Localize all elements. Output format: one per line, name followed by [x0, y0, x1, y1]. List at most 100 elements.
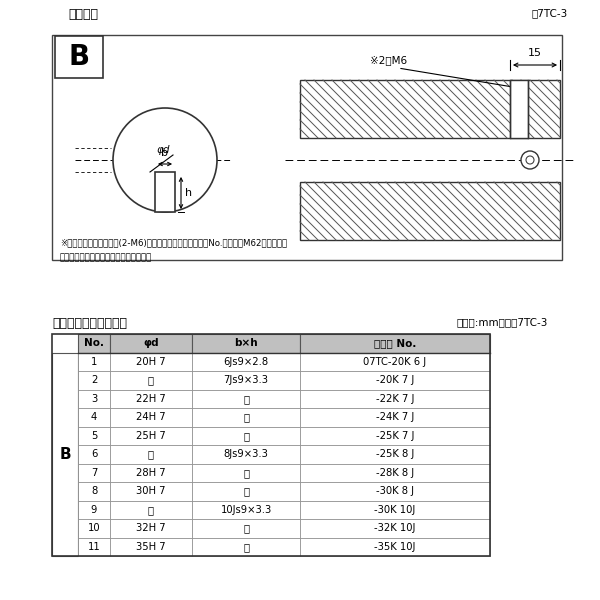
- Text: 〃: 〃: [148, 375, 154, 385]
- Text: 20H 7: 20H 7: [136, 357, 166, 367]
- Bar: [300, 371, 490, 389]
- Text: 2: 2: [91, 375, 97, 385]
- Text: 7Js9×3.3: 7Js9×3.3: [223, 375, 269, 385]
- Text: 5: 5: [91, 431, 97, 441]
- Bar: [192, 389, 300, 408]
- Text: 07TC-20K 6 J: 07TC-20K 6 J: [364, 357, 427, 367]
- Bar: [110, 427, 192, 445]
- Text: 〃: 〃: [243, 431, 249, 441]
- Bar: [192, 500, 300, 519]
- Bar: [52, 35, 562, 260]
- Text: 30H 7: 30H 7: [136, 486, 166, 496]
- Text: B: B: [68, 43, 89, 71]
- Text: B: B: [59, 447, 71, 462]
- Bar: [300, 389, 490, 408]
- Text: b×h: b×h: [234, 338, 258, 348]
- Bar: [78, 445, 110, 463]
- Text: 〃: 〃: [148, 505, 154, 515]
- Bar: [110, 334, 192, 352]
- Text: ※セットボルト用タップ(2-M6)が必要な場合は右記コードNo.の末尾にM62を付ける。: ※セットボルト用タップ(2-M6)が必要な場合は右記コードNo.の末尾にM62を…: [60, 238, 287, 247]
- Bar: [300, 519, 490, 538]
- Bar: [110, 538, 192, 556]
- Bar: [510, 80, 528, 138]
- Text: 4: 4: [91, 412, 97, 422]
- Bar: [78, 538, 110, 556]
- Text: 1: 1: [91, 357, 97, 367]
- Bar: [78, 371, 110, 389]
- Text: 軸穴形状コードー覧表: 軸穴形状コードー覧表: [52, 317, 127, 330]
- Bar: [192, 445, 300, 463]
- Text: （セットボルトは付属されています。）: （セットボルトは付属されています。）: [60, 253, 152, 262]
- Text: 15: 15: [528, 48, 542, 58]
- Text: 図7TC-3: 図7TC-3: [532, 8, 568, 18]
- Text: h: h: [185, 188, 192, 198]
- Bar: [192, 482, 300, 500]
- Bar: [300, 334, 490, 352]
- Text: ※2－M6: ※2－M6: [370, 55, 407, 65]
- Bar: [78, 519, 110, 538]
- Text: 24H 7: 24H 7: [136, 412, 166, 422]
- Circle shape: [526, 156, 534, 164]
- Bar: [110, 445, 192, 463]
- Text: -32K 10J: -32K 10J: [374, 523, 416, 533]
- Bar: [110, 463, 192, 482]
- Text: -28K 8 J: -28K 8 J: [376, 468, 414, 478]
- Bar: [300, 182, 560, 240]
- Bar: [78, 427, 110, 445]
- Text: 10Js9×3.3: 10Js9×3.3: [220, 505, 272, 515]
- Bar: [78, 408, 110, 427]
- Bar: [300, 408, 490, 427]
- Bar: [110, 371, 192, 389]
- Text: 25H 7: 25H 7: [136, 431, 166, 441]
- Text: φd: φd: [143, 338, 159, 348]
- Text: -22K 7 J: -22K 7 J: [376, 394, 414, 404]
- Bar: [55, 36, 103, 78]
- Bar: [300, 463, 490, 482]
- Text: 8Js9×3.3: 8Js9×3.3: [224, 449, 268, 459]
- Circle shape: [521, 151, 539, 169]
- Text: 28H 7: 28H 7: [136, 468, 166, 478]
- Text: 22H 7: 22H 7: [136, 394, 166, 404]
- Text: -25K 7 J: -25K 7 J: [376, 431, 414, 441]
- Bar: [52, 334, 490, 556]
- Bar: [300, 352, 490, 371]
- Bar: [300, 445, 490, 463]
- Text: 軸穴形状: 軸穴形状: [68, 8, 98, 21]
- Bar: [110, 389, 192, 408]
- Text: -25K 8 J: -25K 8 J: [376, 449, 414, 459]
- Text: 35H 7: 35H 7: [136, 542, 166, 552]
- Text: 10: 10: [88, 523, 100, 533]
- Bar: [78, 334, 490, 352]
- Bar: [300, 80, 560, 138]
- Text: 〃: 〃: [243, 542, 249, 552]
- Bar: [110, 408, 192, 427]
- Bar: [78, 463, 110, 482]
- Bar: [300, 482, 490, 500]
- Bar: [192, 352, 300, 371]
- Text: 〃: 〃: [148, 449, 154, 459]
- Bar: [192, 538, 300, 556]
- Circle shape: [113, 108, 217, 212]
- Bar: [78, 352, 110, 371]
- Bar: [78, 389, 110, 408]
- Text: -24K 7 J: -24K 7 J: [376, 412, 414, 422]
- Bar: [78, 500, 110, 519]
- Bar: [78, 334, 110, 352]
- Text: 11: 11: [88, 542, 100, 552]
- Text: -35K 10J: -35K 10J: [374, 542, 416, 552]
- Text: No.: No.: [84, 338, 104, 348]
- Text: コード No.: コード No.: [374, 338, 416, 348]
- Bar: [192, 334, 300, 352]
- Text: -30K 8 J: -30K 8 J: [376, 486, 414, 496]
- Text: 7: 7: [91, 468, 97, 478]
- Text: 〃: 〃: [243, 394, 249, 404]
- Bar: [192, 463, 300, 482]
- Text: 6: 6: [91, 449, 97, 459]
- Bar: [110, 352, 192, 371]
- Text: -30K 10J: -30K 10J: [374, 505, 416, 515]
- Bar: [300, 538, 490, 556]
- Text: φd: φd: [156, 145, 170, 155]
- Bar: [155, 172, 175, 212]
- Bar: [192, 519, 300, 538]
- Text: （単位:mm）　表7TC-3: （単位:mm） 表7TC-3: [457, 317, 548, 327]
